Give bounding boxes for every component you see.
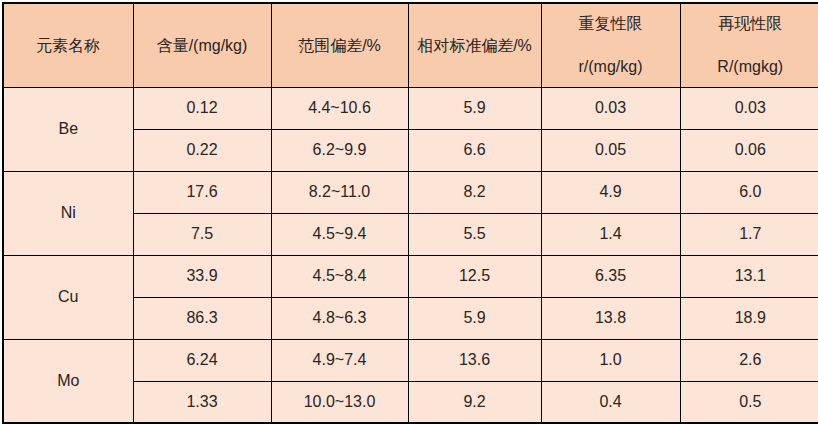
table-row: Be 0.12 4.4~10.6 5.9 0.03 0.03 [3,87,818,129]
table-row: Ni 17.6 8.2~11.0 8.2 4.9 6.0 [3,171,818,213]
header-repeatability-limit: 重复性限 r/(mg/kg) [541,3,680,87]
header-content: 含量/(mg/kg) [133,3,271,87]
element-cell-mo: Mo [3,339,133,423]
element-cell-ni: Ni [3,171,133,255]
data-cell: 13.6 [408,339,541,381]
table-row: Cu 33.9 4.5~8.4 12.5 6.35 13.1 [3,255,818,297]
data-cell: 1.4 [541,213,680,255]
data-cell: 6.2~9.9 [271,129,408,171]
header-reproducibility-limit: 再现性限 R/(mgkg) [680,3,818,87]
table-header-row: 元素名称 含量/(mg/kg) 范围偏差/% 相对标准偏差/% 重复性限 r/(… [3,3,818,87]
data-cell: 9.2 [408,381,541,423]
data-cell: 6.6 [408,129,541,171]
data-cell: 10.0~13.0 [271,381,408,423]
data-cell: 6.35 [541,255,680,297]
data-cell: 0.03 [680,87,818,129]
data-cell: 6.24 [133,339,271,381]
data-cell: 5.5 [408,213,541,255]
table-row: Mo 6.24 4.9~7.4 13.6 1.0 2.6 [3,339,818,381]
header-relative-std-deviation: 相对标准偏差/% [408,3,541,87]
header-repeatability-unit: r/(mg/kg) [579,57,643,76]
data-cell: 5.9 [408,87,541,129]
data-cell: 6.0 [680,171,818,213]
element-cell-be: Be [3,87,133,171]
data-cell: 18.9 [680,297,818,339]
data-cell: 0.22 [133,129,271,171]
data-cell: 33.9 [133,255,271,297]
data-cell: 8.2 [408,171,541,213]
data-cell: 2.6 [680,339,818,381]
header-reproducibility-unit: R/(mgkg) [717,57,783,76]
data-cell: 17.6 [133,171,271,213]
data-cell: 0.5 [680,381,818,423]
header-element-name: 元素名称 [3,3,133,87]
data-cell: 0.06 [680,129,818,171]
element-cell-cu: Cu [3,255,133,339]
data-cell: 4.9~7.4 [271,339,408,381]
data-cell: 4.9 [541,171,680,213]
header-repeatability-title: 重复性限 [579,14,643,33]
data-cell: 4.4~10.6 [271,87,408,129]
data-cell: 12.5 [408,255,541,297]
data-cell: 7.5 [133,213,271,255]
data-cell: 0.03 [541,87,680,129]
header-reproducibility-title: 再现性限 [718,14,782,33]
data-cell: 1.7 [680,213,818,255]
header-range-deviation: 范围偏差/% [271,3,408,87]
data-cell: 5.9 [408,297,541,339]
data-cell: 4.5~9.4 [271,213,408,255]
data-cell: 0.4 [541,381,680,423]
document-page: 元素名称 含量/(mg/kg) 范围偏差/% 相对标准偏差/% 重复性限 r/(… [0,0,818,424]
data-cell: 8.2~11.0 [271,171,408,213]
data-cell: 86.3 [133,297,271,339]
data-cell: 1.33 [133,381,271,423]
data-cell: 0.05 [541,129,680,171]
data-cell: 4.8~6.3 [271,297,408,339]
element-statistics-table: 元素名称 含量/(mg/kg) 范围偏差/% 相对标准偏差/% 重复性限 r/(… [2,2,818,424]
data-cell: 0.12 [133,87,271,129]
data-cell: 1.0 [541,339,680,381]
data-cell: 13.8 [541,297,680,339]
data-cell: 4.5~8.4 [271,255,408,297]
data-cell: 13.1 [680,255,818,297]
